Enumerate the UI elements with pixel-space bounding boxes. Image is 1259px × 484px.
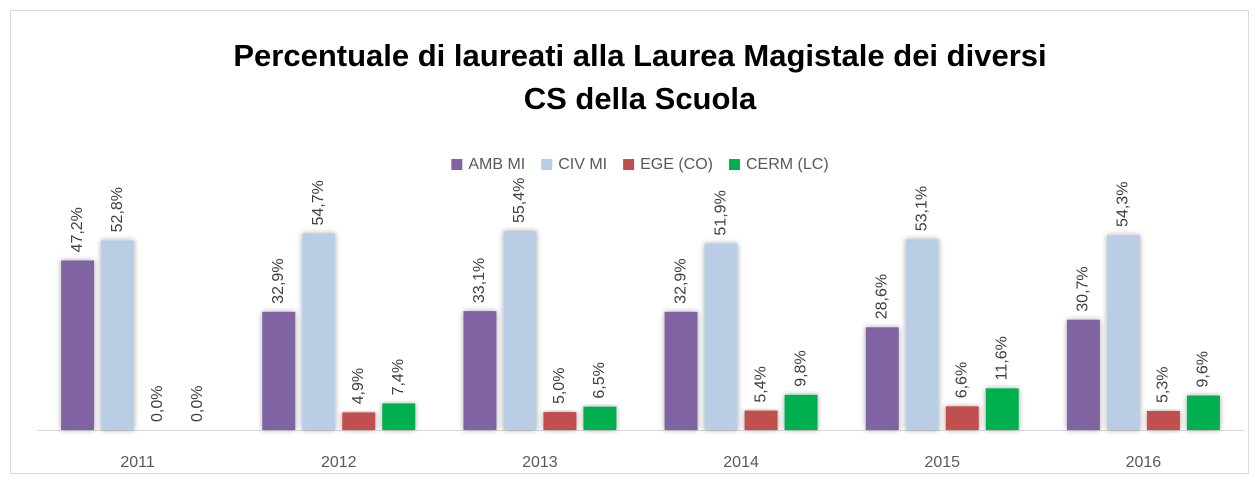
value-label: 33,1% — [471, 258, 488, 303]
value-label: 5,0% — [551, 368, 568, 404]
x-tick-label: 2011 — [120, 454, 155, 471]
chart-title: CS della Scuola — [524, 81, 757, 116]
x-tick-label: 2013 — [522, 454, 558, 471]
value-label: 55,4% — [511, 178, 528, 223]
bar — [985, 388, 1019, 430]
legend-label: CERM (LC) — [746, 156, 829, 173]
x-tick-label: 2014 — [723, 454, 759, 471]
bar — [704, 243, 738, 430]
value-label: 5,4% — [752, 366, 769, 402]
value-label: 28,6% — [873, 274, 890, 319]
legend-label: CIV MI — [558, 156, 607, 173]
bar — [302, 233, 336, 430]
legend-label: EGE (CO) — [640, 156, 713, 173]
bar — [1106, 234, 1140, 430]
x-tick-label: 2016 — [1126, 454, 1162, 471]
bar — [583, 406, 617, 430]
chart-border — [10, 10, 1249, 474]
value-label: 47,2% — [69, 207, 86, 252]
value-label: 52,8% — [109, 187, 126, 232]
value-label: 0,0% — [189, 386, 206, 422]
bar — [262, 311, 296, 430]
value-label: 7,4% — [390, 359, 407, 395]
bar — [503, 231, 537, 430]
bar — [342, 412, 376, 430]
bar — [664, 311, 698, 430]
bar — [865, 327, 899, 430]
value-label: 6,5% — [591, 362, 608, 398]
bar — [784, 394, 818, 430]
legend-swatch — [623, 159, 635, 170]
bar — [101, 240, 135, 430]
value-label: 32,9% — [672, 258, 689, 303]
bar — [61, 260, 95, 430]
legend-swatch — [451, 159, 463, 170]
x-tick-label: 2012 — [321, 454, 357, 471]
bar — [945, 406, 979, 430]
value-label: 32,9% — [270, 258, 287, 303]
bar — [905, 239, 939, 430]
value-label: 30,7% — [1075, 266, 1092, 311]
bar — [382, 403, 416, 430]
x-tick-label: 2015 — [924, 454, 960, 471]
bar — [1186, 395, 1220, 430]
value-label: 54,3% — [1115, 182, 1132, 227]
legend-swatch — [541, 159, 553, 170]
value-label: 11,6% — [993, 336, 1010, 380]
value-label: 6,6% — [953, 362, 970, 398]
bar — [463, 311, 497, 430]
legend-swatch — [729, 159, 740, 170]
value-label: 5,3% — [1155, 366, 1172, 402]
bar — [1146, 410, 1180, 430]
value-label: 9,8% — [792, 350, 809, 386]
value-label: 54,7% — [310, 180, 327, 225]
bar — [744, 410, 778, 430]
value-label: 9,6% — [1195, 351, 1212, 387]
value-label: 4,9% — [350, 368, 367, 404]
legend-label: AMB MI — [468, 156, 525, 173]
chart-title: Percentuale di laureati alla Laurea Magi… — [233, 38, 1046, 73]
bar — [543, 412, 577, 430]
value-label: 0,0% — [149, 386, 166, 422]
value-label: 51,9% — [712, 190, 729, 235]
value-label: 53,1% — [913, 186, 930, 231]
bar — [1066, 319, 1100, 430]
